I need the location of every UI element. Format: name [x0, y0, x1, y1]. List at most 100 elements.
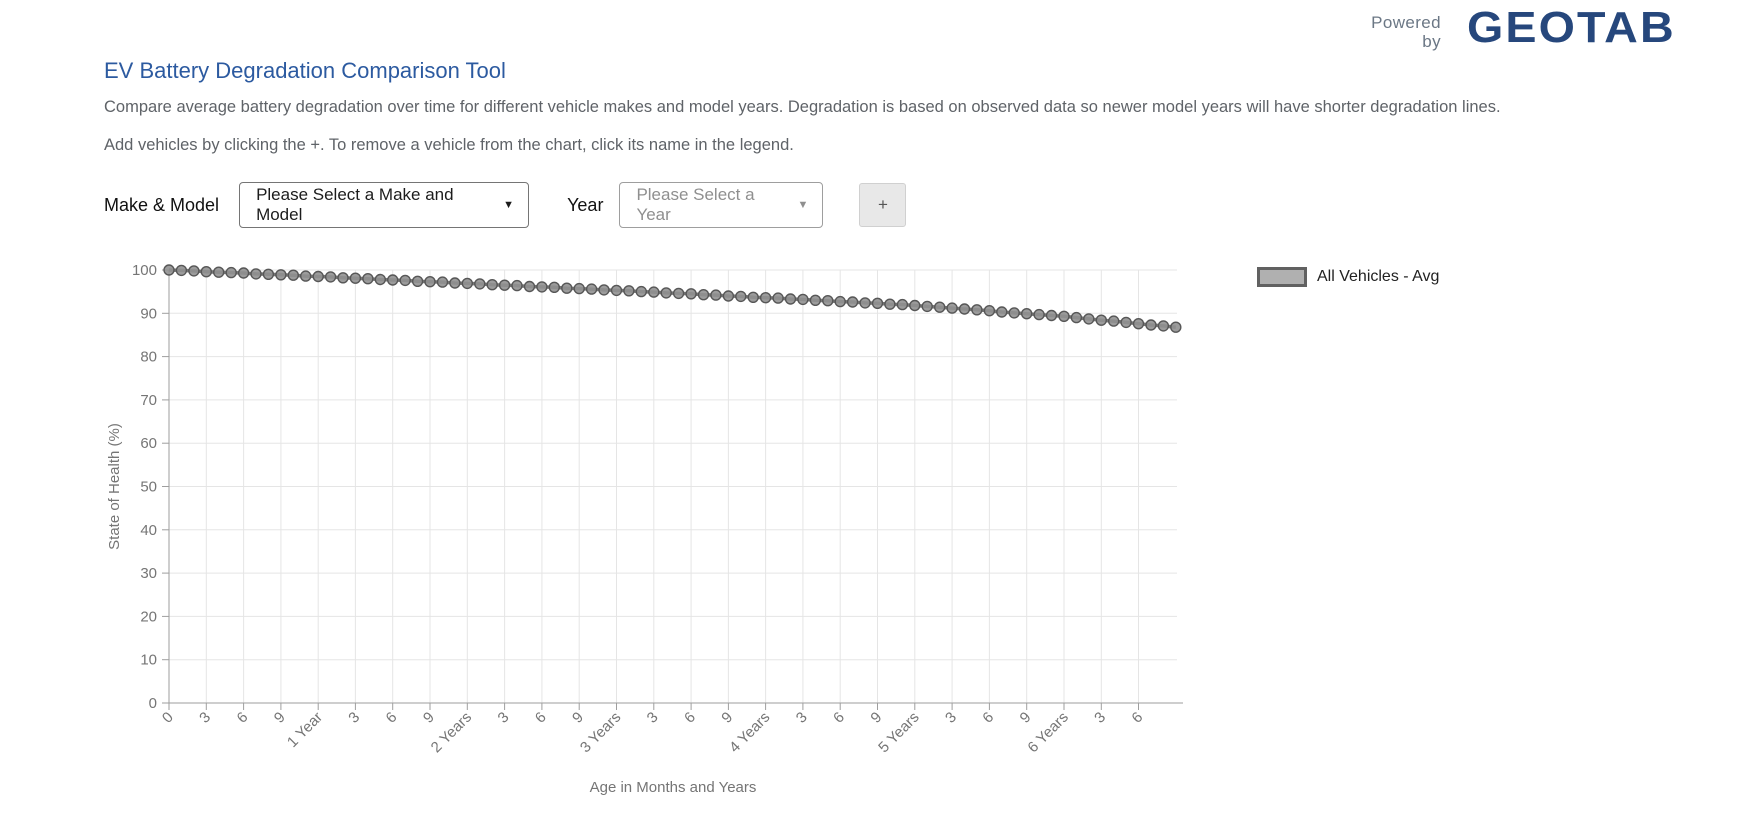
data-point[interactable] [188, 265, 200, 277]
data-point[interactable] [1045, 309, 1058, 322]
chart-legend: All Vehicles - Avg [1257, 267, 1439, 287]
data-point[interactable] [1132, 318, 1145, 330]
y-tick-label: 100 [132, 262, 157, 279]
data-point[interactable] [598, 284, 610, 296]
data-point[interactable] [797, 293, 809, 306]
data-point[interactable] [250, 268, 262, 280]
data-point[interactable] [822, 295, 834, 307]
data-point[interactable] [710, 289, 722, 301]
data-point[interactable] [449, 277, 461, 289]
data-point[interactable] [809, 294, 822, 306]
x-axis-labels: 0 3 6 91 Year 3 6 92 Years 3 6 93 Years 3 6 94 Years… [159, 709, 1146, 756]
data-point[interactable] [946, 302, 958, 314]
make-model-select[interactable]: Please Select a Make and Model ▼ [239, 182, 530, 228]
x-tick-label: 9 [718, 709, 736, 727]
data-point[interactable] [300, 270, 312, 282]
data-point[interactable] [747, 291, 759, 303]
data-point[interactable] [958, 303, 971, 315]
data-point[interactable] [275, 269, 287, 281]
add-vehicle-button[interactable]: + [859, 183, 907, 227]
y-tick-label: 50 [140, 479, 157, 496]
data-point[interactable] [362, 273, 374, 285]
data-point[interactable] [337, 272, 349, 284]
data-point[interactable] [1033, 308, 1045, 321]
data-point[interactable] [163, 264, 175, 276]
data-point[interactable] [722, 290, 735, 302]
data-point[interactable] [1157, 320, 1170, 332]
data-point[interactable] [635, 285, 647, 298]
data-point[interactable] [312, 270, 324, 283]
data-point[interactable] [1107, 315, 1120, 327]
data-point[interactable] [237, 267, 250, 279]
data-point[interactable] [971, 304, 983, 316]
data-point[interactable] [585, 283, 598, 295]
data-point[interactable] [983, 305, 996, 317]
data-point[interactable] [349, 272, 362, 284]
data-point[interactable] [1008, 307, 1020, 319]
data-point[interactable] [399, 274, 411, 287]
data-point[interactable] [561, 282, 573, 294]
data-point[interactable] [871, 297, 884, 309]
data-point[interactable] [610, 284, 623, 297]
data-point[interactable] [486, 279, 498, 291]
data-point[interactable] [424, 276, 436, 288]
data-point[interactable] [1070, 311, 1083, 324]
data-point[interactable] [474, 278, 486, 290]
data-point[interactable] [896, 298, 909, 311]
data-point[interactable] [1020, 308, 1033, 320]
data-point[interactable] [685, 288, 697, 300]
x-tick-label: 9 [420, 709, 438, 727]
data-point[interactable] [573, 282, 585, 295]
data-point[interactable] [374, 273, 386, 286]
data-point[interactable] [1083, 313, 1095, 325]
x-tick-label: 4 Years [726, 709, 773, 756]
gridlines [169, 269, 1177, 703]
data-point[interactable] [660, 287, 672, 299]
data-point[interactable] [324, 271, 337, 283]
data-point[interactable] [511, 279, 523, 292]
data-point[interactable] [548, 281, 560, 293]
data-point[interactable] [225, 266, 237, 279]
data-point[interactable] [287, 269, 299, 281]
data-point[interactable] [846, 296, 859, 308]
data-point[interactable] [387, 274, 399, 286]
data-point[interactable] [996, 306, 1008, 318]
y-tick-label: 20 [140, 608, 157, 625]
data-point[interactable] [697, 289, 710, 301]
data-point[interactable] [523, 280, 536, 293]
x-tick-label: 0 [159, 709, 177, 727]
data-point[interactable] [884, 298, 896, 310]
data-point[interactable] [1170, 321, 1182, 333]
data-point[interactable] [623, 285, 635, 297]
data-point[interactable] [1095, 314, 1108, 326]
data-point[interactable] [784, 293, 797, 305]
dropdown-arrow-icon: ▼ [503, 199, 515, 211]
legend-item-all-vehicles[interactable]: All Vehicles - Avg [1257, 267, 1439, 287]
data-point[interactable] [934, 301, 946, 313]
year-selected-value: Please Select a Year [636, 185, 755, 224]
data-point[interactable] [200, 266, 213, 278]
data-point[interactable] [1145, 319, 1157, 331]
data-point[interactable] [1120, 316, 1132, 329]
data-point[interactable] [909, 299, 921, 312]
data-point[interactable] [648, 286, 660, 298]
data-point[interactable] [921, 300, 933, 313]
data-point[interactable] [536, 281, 548, 293]
data-point[interactable] [1058, 310, 1070, 322]
data-point[interactable] [759, 292, 772, 304]
data-point[interactable] [672, 287, 685, 300]
year-select[interactable]: Please Select a Year ▼ [619, 182, 824, 228]
data-point[interactable] [461, 277, 473, 290]
data-point[interactable] [262, 268, 275, 280]
data-point[interactable] [834, 295, 846, 308]
data-point[interactable] [498, 279, 511, 291]
data-point[interactable] [411, 275, 424, 287]
data-point[interactable] [735, 290, 747, 303]
data-point[interactable] [859, 297, 871, 309]
data-point[interactable] [772, 292, 784, 304]
data-point[interactable] [175, 264, 188, 277]
x-tick-label: 3 [345, 709, 363, 727]
data-point[interactable] [212, 266, 225, 278]
data-point[interactable] [436, 276, 449, 288]
